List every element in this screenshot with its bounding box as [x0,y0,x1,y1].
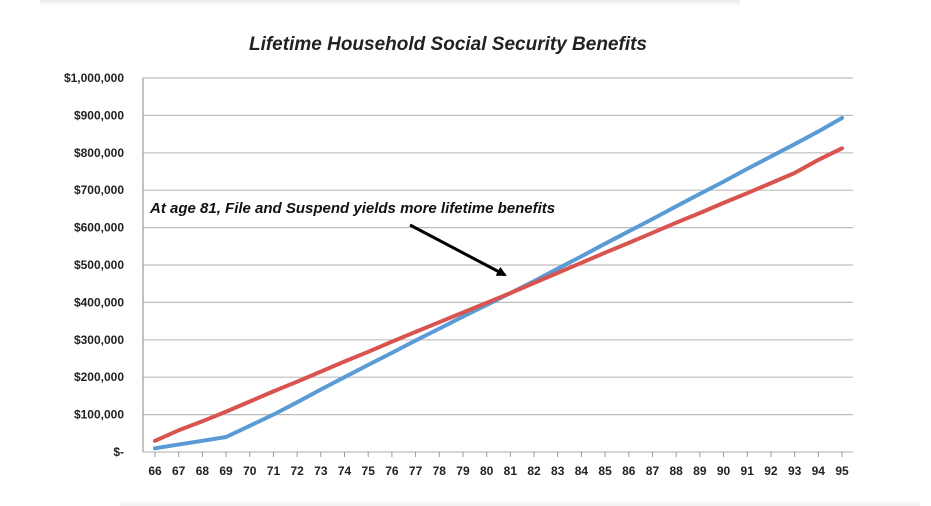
grid-lines [142,77,853,453]
x-tick-label: 79 [456,464,470,478]
y-tick-label: $100,000 [74,408,124,422]
y-tick-label: $400,000 [74,295,124,309]
x-tick-label: 82 [527,464,541,478]
annotation-text: At age 81, File and Suspend yields more … [149,200,555,217]
y-tick-label: $800,000 [74,146,124,160]
top-edge-artifact [40,0,740,6]
x-tick-label: 74 [338,464,352,478]
x-tick-label: 90 [717,464,731,478]
x-tick-label: 84 [575,464,589,478]
x-tick-label: 89 [693,464,707,478]
x-tick-label: 69 [219,464,233,478]
y-tick-label: $900,000 [74,108,124,122]
series-line-red [153,146,844,443]
x-tick-label: 73 [314,464,328,478]
x-tick-label: 70 [243,464,257,478]
x-tick-label: 95 [835,464,849,478]
x-tick-label: 92 [764,464,778,478]
chart-title: Lifetime Household Social Security Benef… [248,34,648,55]
y-tick-label: $700,000 [74,183,124,197]
y-tick-label: $- [113,445,124,459]
x-tick-label: 86 [622,464,636,478]
x-tick-label: 87 [646,464,660,478]
x-tick-label: 93 [788,464,802,478]
x-tick-label: 68 [196,464,210,478]
x-tick-label: 71 [267,464,281,478]
x-tick-label: 75 [362,464,376,478]
x-tick-label: 80 [480,464,494,478]
x-axis-ticks: 66 67 68 69 70 71 72 73 74 75 76 77 78 79 80 81 82 83 84 85… [148,452,849,478]
x-tick-label: 72 [290,464,304,478]
x-tick-label: 66 [148,464,162,478]
bottom-edge-artifact [120,500,920,506]
x-tick-label: 88 [669,464,683,478]
annotation-arrow [409,223,507,277]
x-tick-label: 91 [741,464,755,478]
y-tick-label: $500,000 [74,258,124,272]
x-tick-label: 78 [433,464,447,478]
x-tick-label: 76 [385,464,399,478]
x-tick-label: 94 [812,464,826,478]
x-tick-label: 85 [598,464,612,478]
y-tick-label: $600,000 [74,221,124,235]
x-tick-label: 77 [409,464,423,478]
x-tick-label: 83 [551,464,565,478]
y-tick-label: $1,000,000 [64,71,124,85]
series-lines [153,116,844,451]
y-tick-label: $200,000 [74,370,124,384]
y-tick-label: $300,000 [74,333,124,347]
x-tick-label: 81 [504,464,518,478]
x-tick-label: 67 [172,464,186,478]
y-axis-ticks: $- $100,000 $200,000 $300,000 $400,000 $500,0… [64,71,124,459]
